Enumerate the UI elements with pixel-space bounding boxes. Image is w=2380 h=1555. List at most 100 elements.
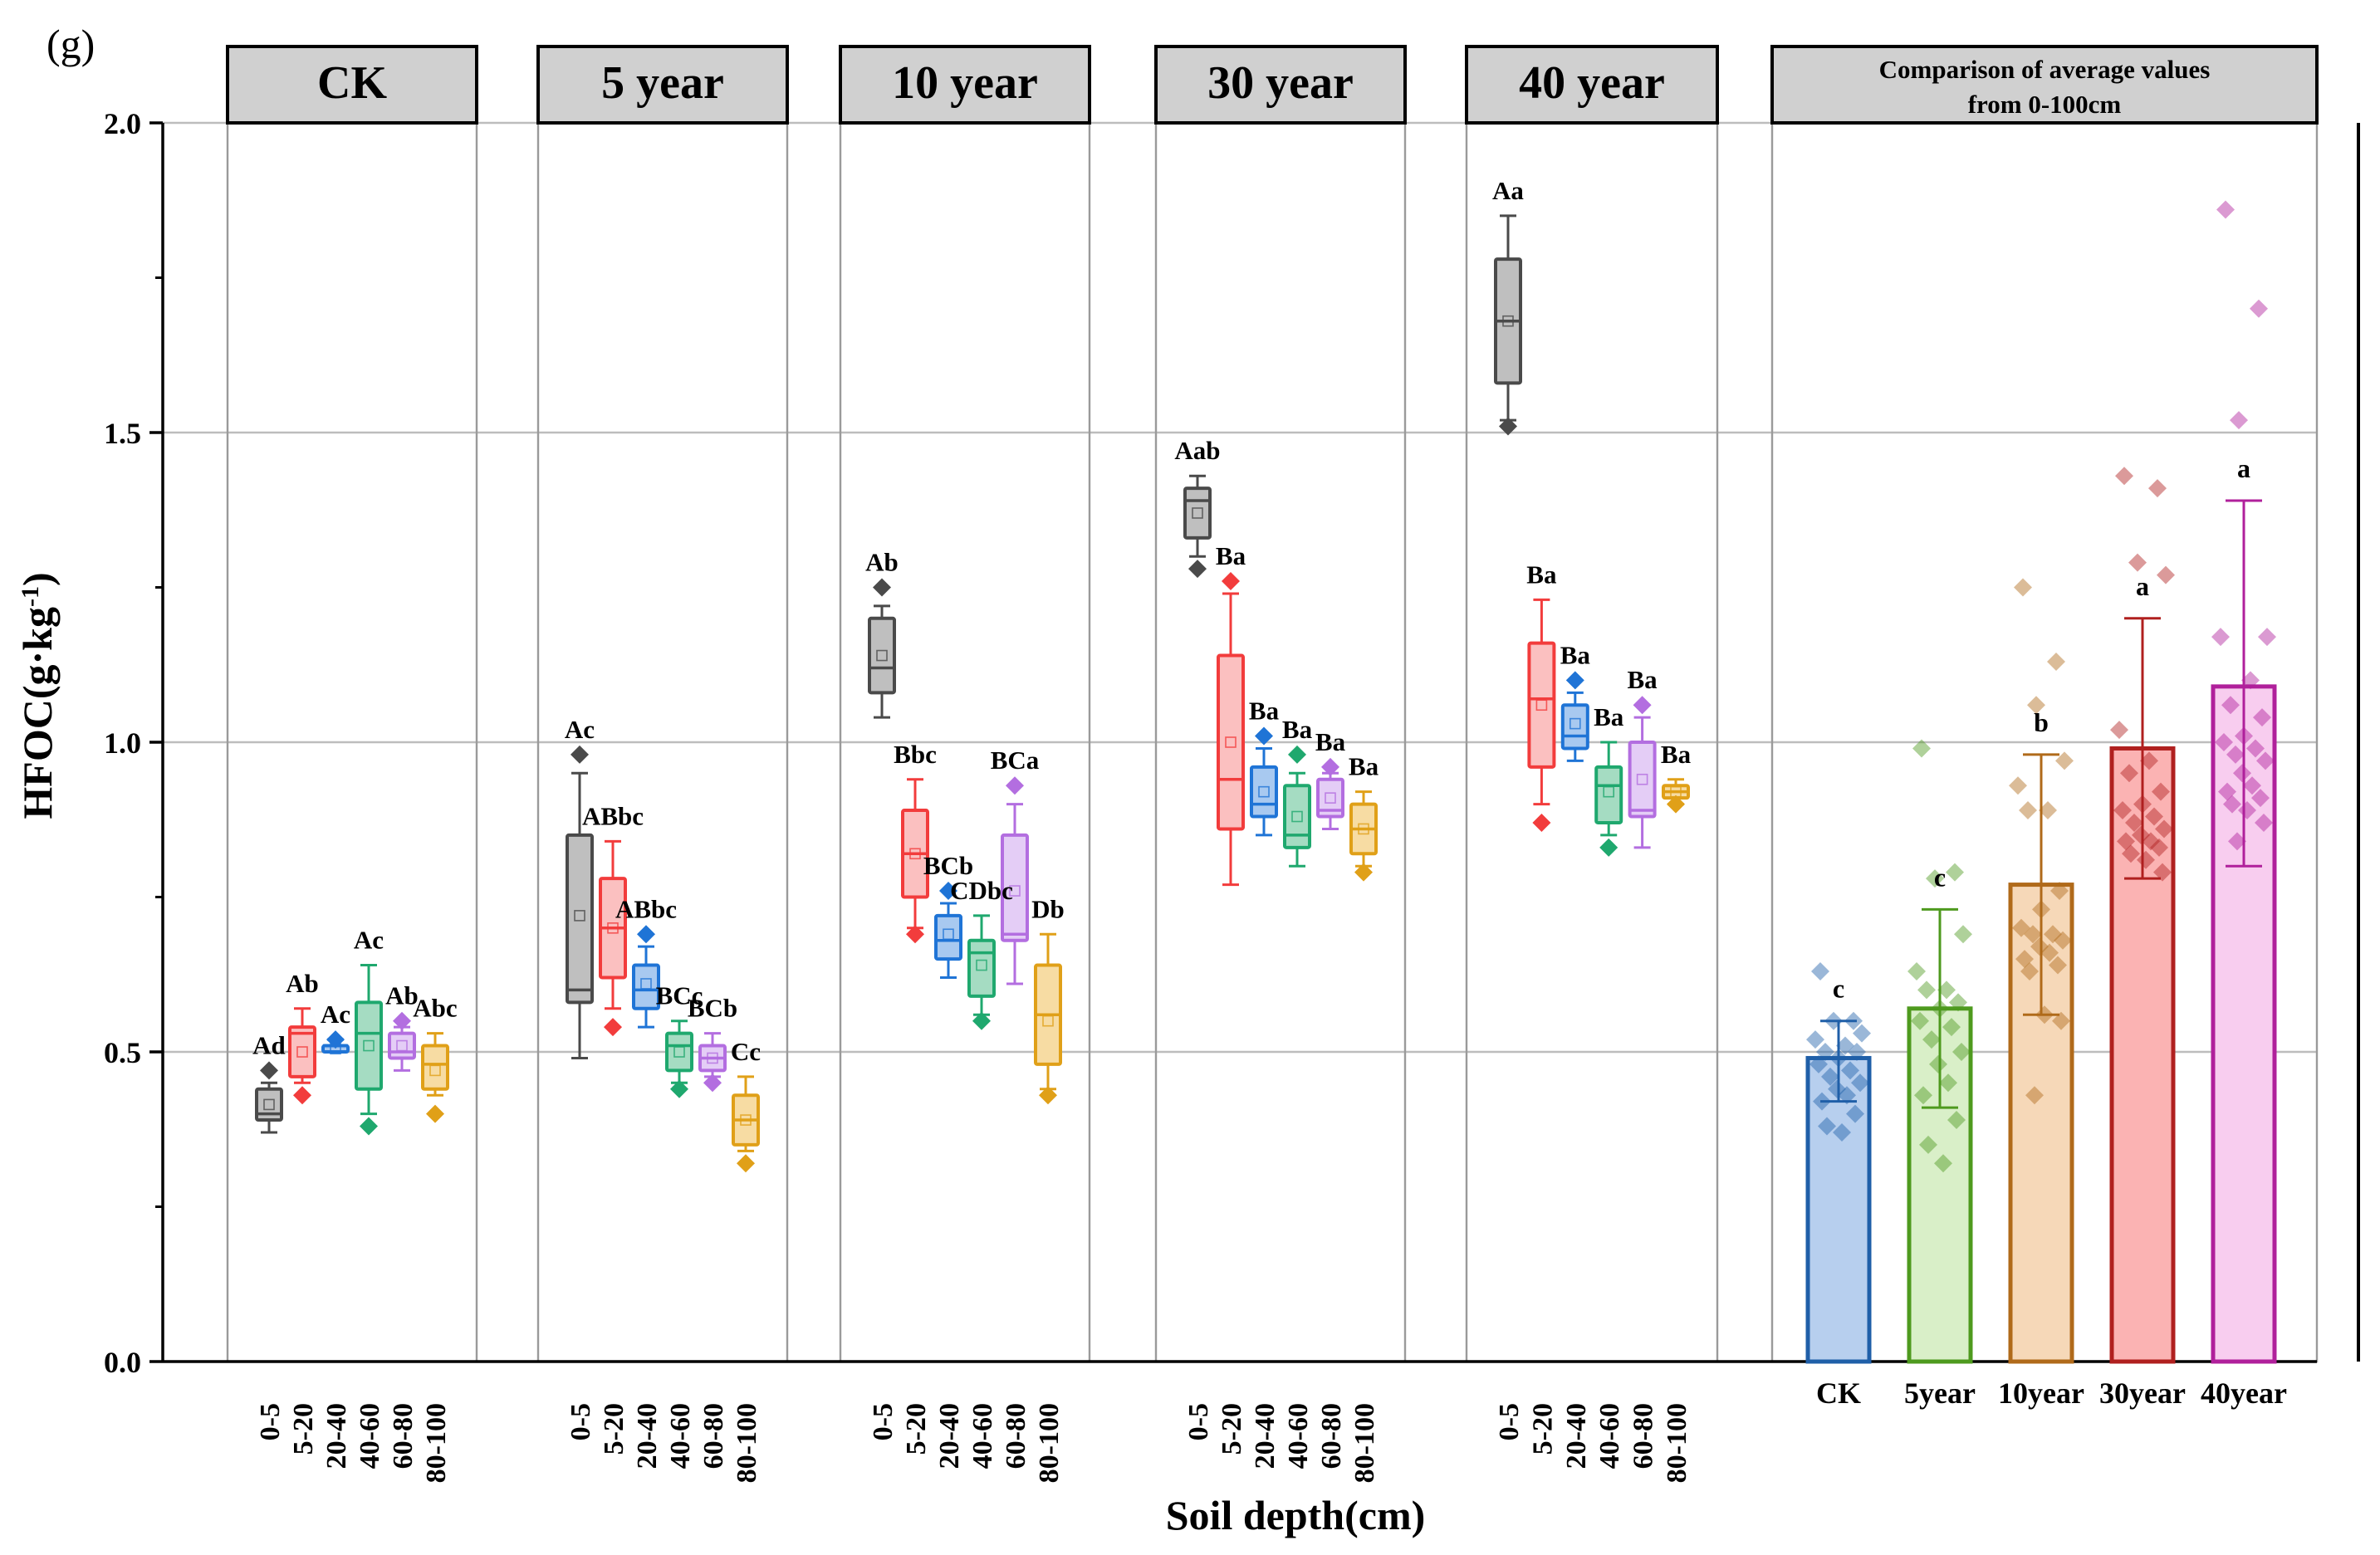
bar: [1805, 1055, 1872, 1364]
panel-header: [1465, 45, 1719, 125]
box-rect: [1217, 653, 1245, 831]
data-point: [1954, 925, 1972, 944]
bar-significance-letter: c: [1833, 974, 1844, 1004]
significance-label: Ba: [1216, 541, 1246, 570]
depth-tick-label: 60-80: [1316, 1403, 1347, 1469]
panel-title: 10 year: [892, 57, 1038, 109]
bar-category-label: 10year: [1998, 1377, 2084, 1410]
box-outlier: [1499, 417, 1517, 436]
box-rect: [1250, 765, 1278, 819]
data-point: [1836, 1036, 1854, 1055]
box-rect: [421, 1044, 449, 1091]
data-point: [2137, 850, 2155, 869]
data-point: [2241, 671, 2260, 690]
box-rect: [255, 1087, 283, 1122]
data-point: [2035, 1005, 2054, 1024]
significance-label: Abc: [413, 994, 457, 1023]
x-axis-title: Soil depth(cm): [1166, 1492, 1426, 1538]
significance-label: ABbc: [615, 894, 677, 923]
box-outlier: [737, 1154, 755, 1173]
box-outlier: [1039, 1086, 1057, 1105]
box-mean: [1291, 810, 1303, 823]
panel-header: [1154, 45, 1407, 125]
depth-tick-label: 40-60: [967, 1403, 998, 1469]
data-point: [1912, 739, 1931, 758]
depth-tick-label: 5-20: [599, 1403, 629, 1455]
box-outlier: [906, 925, 924, 944]
significance-label: BCa: [991, 746, 1040, 775]
box-rect: [1183, 487, 1212, 540]
significance-label: Ab: [286, 969, 319, 998]
data-point: [1952, 1043, 1971, 1061]
depth-tick-label: 20-40: [1561, 1403, 1592, 1469]
data-point: [2157, 565, 2175, 584]
data-point: [2110, 721, 2128, 740]
data-point: [2133, 795, 2152, 814]
box-rect: [355, 1000, 383, 1091]
chart-marks: [255, 200, 2277, 1364]
panel-header: [226, 45, 478, 125]
depth-tick-label: 5-20: [1527, 1403, 1558, 1455]
data-point: [1931, 999, 1949, 1018]
data-point: [2019, 801, 2037, 820]
significance-label: Ad: [252, 1030, 286, 1059]
data-point: [1846, 1104, 1864, 1123]
box-mean: [607, 922, 619, 934]
data-point: [2030, 937, 2049, 956]
data-point: [1907, 962, 1926, 981]
box-outlier: [293, 1086, 311, 1105]
data-point: [2014, 578, 2032, 597]
panel-header: [839, 45, 1091, 125]
data-point: [2122, 844, 2140, 863]
data-point: [1853, 1024, 1871, 1043]
depth-tick-label: 80-100: [1349, 1403, 1380, 1483]
box-mean: [1603, 785, 1614, 798]
depth-tick-label: 5-20: [901, 1403, 932, 1455]
panel-title: 5 year: [601, 57, 724, 109]
data-point: [1914, 1086, 1932, 1105]
significance-label: Ba: [1661, 740, 1692, 769]
box-outlier: [1532, 813, 1551, 832]
box-rect: [388, 1031, 416, 1060]
box-rect: [632, 963, 660, 1010]
box-rect: [1283, 784, 1311, 849]
data-point: [1841, 1061, 1859, 1080]
data-point: [1811, 962, 1829, 981]
bar-category-label: CK: [1816, 1377, 1861, 1410]
depth-tick-label: 60-80: [1001, 1403, 1031, 1469]
box-outlier: [1288, 745, 1306, 764]
data-point: [2246, 739, 2265, 758]
box-outlier: [1188, 560, 1207, 579]
significance-label: ABbc: [582, 801, 644, 830]
data-point: [2115, 467, 2133, 486]
data-point: [2140, 751, 2158, 770]
data-point: [1821, 1067, 1839, 1086]
y-tick-label: 2.0: [104, 107, 141, 140]
data-point: [2054, 931, 2072, 950]
box-outlier: [1667, 795, 1685, 814]
depth-tick-label: 80-100: [1034, 1403, 1065, 1483]
depth-tick-label: 20-40: [632, 1403, 663, 1469]
data-point: [2243, 776, 2261, 795]
data-point: [2218, 782, 2236, 801]
significance-label: Ba: [1249, 697, 1280, 726]
box-outlier: [1255, 726, 1273, 746]
significance-label: BCb: [688, 994, 737, 1023]
data-point: [2113, 801, 2132, 820]
panel-header: [536, 45, 789, 125]
box-outlier: [326, 1030, 345, 1049]
box-rect: [934, 913, 962, 961]
data-point: [2015, 950, 2034, 969]
depth-tick-label: 0-5: [566, 1403, 596, 1440]
data-point: [2128, 553, 2147, 572]
box-mean: [363, 1039, 375, 1052]
box-outlier: [1633, 696, 1652, 715]
box-mean: [296, 1046, 308, 1058]
significance-label: Aab: [1174, 436, 1220, 465]
data-point: [2228, 832, 2246, 851]
box-outlier: [703, 1073, 722, 1093]
significance-label: Ab: [865, 548, 899, 577]
significance-label: BCc: [656, 981, 703, 1010]
depth-tick-label: 80-100: [421, 1403, 452, 1483]
